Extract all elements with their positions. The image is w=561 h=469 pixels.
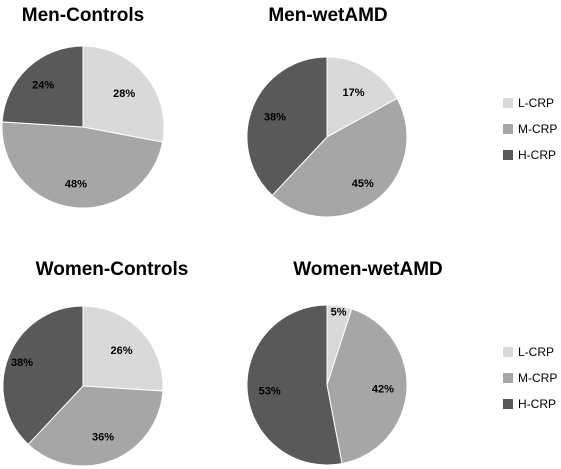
pie-slice-m-crp xyxy=(1,121,164,209)
data-label: 38% xyxy=(11,357,33,369)
data-label: 45% xyxy=(352,178,374,190)
chart-title: Women-Controls xyxy=(36,259,189,280)
pie-women-wetamd: 5% 42% 53% xyxy=(246,304,408,466)
chart-title: Women-wetAMD xyxy=(293,259,443,280)
data-label: 48% xyxy=(65,178,87,190)
pie-slice-h-crp xyxy=(246,56,328,197)
legend-swatch xyxy=(503,399,513,409)
data-label: 38% xyxy=(264,111,286,123)
pie-slice-h-crp xyxy=(2,305,84,446)
pie-women-controls: 26% 36% 38% xyxy=(2,305,164,467)
legend-label: H-CRP xyxy=(518,148,556,162)
data-label: 5% xyxy=(331,307,347,319)
pie-slice-l-crp xyxy=(326,56,398,138)
legend-swatch xyxy=(503,98,513,108)
pie-men-wetamd: 17% 45% 38% xyxy=(246,56,408,218)
data-label: 24% xyxy=(32,80,54,92)
chart-women-controls: Women-Controls 26% 36% 38% xyxy=(2,259,189,467)
pie-slice-h-crp xyxy=(246,304,343,466)
legend: L-CRP M-CRP H-CRP xyxy=(503,96,557,162)
pie-slice-m-crp xyxy=(271,97,408,218)
legend-label: L-CRP xyxy=(518,345,554,359)
legend: L-CRP M-CRP H-CRP xyxy=(503,345,557,411)
chart-women-wetamd: Women-wetAMD 5% 42% 53% L-CRP M-CRP H-CRP xyxy=(246,259,557,466)
chart-men-controls: Men-Controls 28% 48% 24% xyxy=(1,5,165,209)
pie-slice-m-crp xyxy=(27,385,164,467)
legend-label: M-CRP xyxy=(518,122,557,136)
data-label: 26% xyxy=(110,345,132,357)
chart-men-wetamd: Men-wetAMD 17% 45% 38% L-CRP M-CRP H-CRP xyxy=(246,5,557,218)
data-label: 36% xyxy=(92,432,114,444)
pie-slice-m-crp xyxy=(326,308,408,465)
legend-label: L-CRP xyxy=(518,96,554,110)
legend-label: H-CRP xyxy=(518,397,556,411)
legend-swatch xyxy=(503,124,513,134)
chart-title: Men-wetAMD xyxy=(268,5,387,26)
pie-men-controls: 28% 48% 24% xyxy=(1,45,165,209)
data-label: 42% xyxy=(372,384,394,396)
chart-title: Men-Controls xyxy=(22,5,144,26)
data-label: 53% xyxy=(259,385,281,397)
legend-label: M-CRP xyxy=(518,371,557,385)
legend-swatch xyxy=(503,150,513,160)
pie-slice-l-crp xyxy=(82,305,164,392)
data-label: 28% xyxy=(113,88,135,100)
legend-swatch xyxy=(503,347,513,357)
data-label: 17% xyxy=(342,87,364,99)
legend-swatch xyxy=(503,373,513,383)
pie-slice-l-crp xyxy=(82,45,165,143)
pie-slice-h-crp xyxy=(1,45,84,128)
